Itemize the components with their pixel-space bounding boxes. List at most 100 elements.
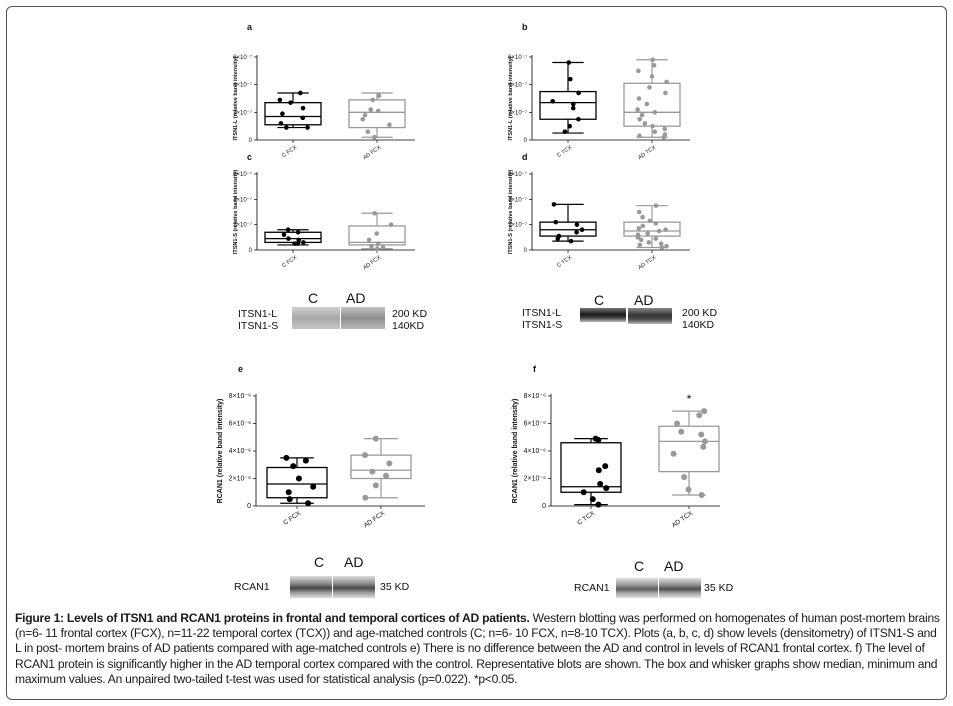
box-group-control	[264, 227, 322, 246]
box-iqr	[348, 99, 406, 129]
data-point	[700, 443, 707, 450]
y-tick-label: 2×10⁻⁶	[229, 476, 251, 483]
data-point	[636, 226, 642, 231]
box-iqr	[264, 231, 322, 244]
data-point	[576, 116, 581, 122]
data-point	[383, 472, 390, 479]
blot-band-c	[292, 307, 340, 329]
data-point	[580, 489, 587, 496]
data-point	[368, 107, 374, 112]
data-point	[576, 90, 581, 96]
blot-fcx-itsn: C AD ITSN1-L ITSN1-S 200 KD 140KD	[230, 290, 450, 340]
data-point	[656, 228, 662, 234]
data-point	[566, 60, 572, 65]
box-iqr	[266, 466, 328, 499]
data-point	[649, 74, 655, 79]
data-point	[595, 437, 602, 443]
significance-marker: *	[687, 392, 692, 406]
blot-band-ad	[341, 307, 385, 329]
data-point	[568, 238, 574, 244]
blot-label-rcan1: RCAN1	[574, 582, 610, 594]
data-point	[653, 221, 659, 226]
data-point	[645, 231, 650, 236]
data-point	[640, 214, 645, 220]
blot-band-ad	[333, 576, 375, 598]
y-tick-label: 0	[524, 248, 528, 254]
data-point	[369, 468, 376, 475]
blot-kd-200: 200 KD	[682, 307, 718, 319]
data-point	[555, 236, 561, 241]
data-point	[636, 209, 642, 215]
data-point	[570, 105, 576, 111]
y-tick-label: 4×10⁻⁶	[524, 448, 546, 455]
data-point	[579, 227, 585, 233]
x-tick-label: C FCX	[281, 255, 298, 270]
data-point	[652, 129, 658, 134]
data-point	[597, 481, 604, 487]
blot-band-c	[580, 308, 626, 322]
data-point	[380, 245, 386, 250]
y-tick-label: 0	[542, 503, 546, 510]
data-point	[637, 242, 643, 248]
data-point	[362, 112, 368, 118]
box-group-control	[539, 60, 597, 134]
data-point	[568, 76, 573, 82]
data-point	[550, 98, 555, 104]
data-point	[376, 93, 382, 99]
data-point	[570, 101, 576, 107]
data-point	[553, 219, 559, 225]
data-point	[375, 241, 381, 246]
x-tick-label: C TCX	[576, 510, 596, 527]
data-point	[369, 243, 374, 249]
data-point	[280, 111, 285, 117]
data-point	[647, 218, 653, 224]
chart-panel-e: e 0 2×10⁻⁶ 4×10⁻⁶ 6×10⁻⁶ 8×10⁻⁶ RCAN1 (relativ…	[217, 364, 425, 530]
blot-header-ad: AD	[346, 290, 366, 306]
y-tick-label: 4×10⁻⁷	[233, 82, 252, 89]
data-point	[372, 134, 377, 140]
data-point	[296, 237, 301, 243]
blot-tcx-itsn: C AD ITSN1-L ITSN1-S 200 KD 140KD	[518, 290, 738, 340]
data-point	[301, 240, 306, 245]
data-point	[652, 110, 658, 115]
box-iqr	[623, 221, 681, 237]
data-point	[646, 240, 652, 245]
y-tick-label: 2×10⁻⁷	[508, 222, 527, 229]
data-point	[663, 90, 668, 96]
data-point	[277, 97, 283, 103]
data-point	[653, 236, 659, 241]
y-tick-label: 6×10⁻⁷	[508, 54, 527, 61]
data-point	[372, 482, 379, 489]
box-iqr	[539, 90, 597, 120]
y-tick-label: 4×10⁻⁷	[508, 196, 527, 203]
y-axis-label: ITSN1-L (relative band intensity)	[508, 56, 514, 140]
data-point	[305, 500, 312, 507]
blot-kd-200: 200 KD	[392, 308, 428, 320]
x-tick-label: C FCX	[282, 510, 303, 527]
data-point	[589, 496, 596, 503]
box-iqr	[264, 102, 322, 126]
data-point	[567, 123, 572, 129]
blot-label-itsn1-s: ITSN1-S	[238, 320, 279, 332]
y-tick-label: 6×10⁻⁷	[233, 54, 252, 61]
data-point	[574, 229, 579, 235]
y-tick-label: 0	[249, 138, 253, 144]
blot-band-c	[616, 578, 658, 598]
data-point	[285, 489, 292, 496]
figure-frame	[6, 6, 947, 700]
box-iqr	[623, 82, 681, 127]
y-tick-label: 2×10⁻⁷	[508, 109, 527, 116]
panel-label: a	[247, 22, 253, 32]
blot-tcx-rcan: C AD RCAN1 35 KD	[572, 556, 792, 606]
data-point	[650, 123, 655, 129]
data-point	[372, 210, 377, 216]
panel-label: d	[522, 152, 528, 162]
blot-label-itsn1-l: ITSN1-L	[238, 308, 278, 320]
caption-title: Figure 1: Levels of ITSN1 and RCAN1 prot…	[15, 611, 530, 625]
data-point	[642, 121, 648, 126]
x-tick-label: AD FCX	[363, 510, 387, 530]
data-point	[681, 474, 688, 481]
data-point	[659, 245, 665, 250]
data-point	[295, 241, 300, 246]
